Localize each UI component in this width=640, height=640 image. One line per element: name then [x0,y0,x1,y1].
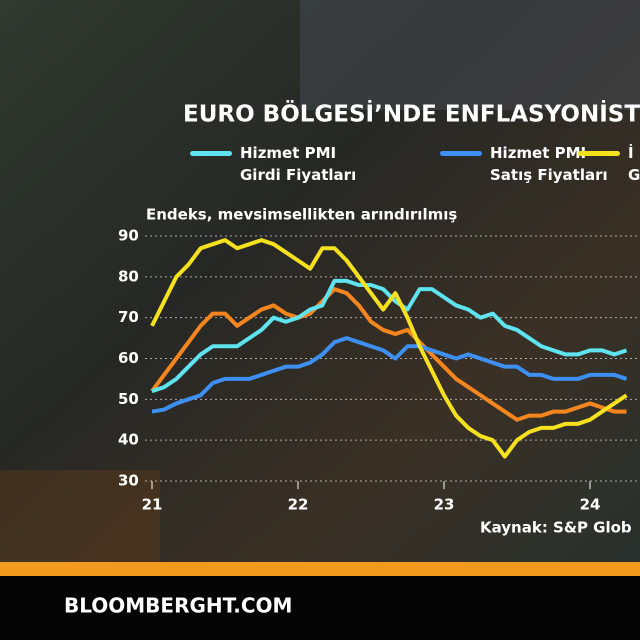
chart-title: EURO BÖLGESİ’NDE ENFLASYONİST [183,100,640,128]
subtitle: Endeks, mevsimsellikten arındırılmış [146,206,457,224]
x-tick-label: 24 [580,496,601,514]
y-tick-label: 60 [118,349,139,367]
y-tick-label: 80 [118,267,139,285]
y-tick-label: 90 [118,227,139,245]
legend-swatch [440,151,482,156]
banknote [300,0,640,110]
x-tick-label: 23 [434,496,455,514]
x-tick-label: 22 [288,496,309,514]
x-tick-label: 21 [142,496,163,514]
series-line [150,238,628,459]
legend-swatch [578,151,620,156]
legend-label: Hizmet PMI Satış Fiyatları [490,144,608,184]
banknote [0,470,160,575]
y-tick-label: 30 [118,471,139,489]
series-line [151,278,628,394]
accent-bar [0,562,640,576]
legend-swatch [190,151,232,156]
plot-area [150,238,628,459]
y-tick-label: 70 [118,308,139,326]
y-tick-label: 50 [118,390,139,408]
footer-text: BLOOMBERGHT.COM [64,594,292,618]
footer [0,576,640,640]
legend-label: İ G [628,144,640,184]
y-tick-label: 40 [118,431,139,449]
overlay [0,0,640,575]
series-line [150,287,627,422]
series-line [151,336,628,414]
legend-label: Hizmet PMI Girdi Fiyatları [240,144,357,184]
source: Kaynak: S&P Glob [480,519,632,537]
